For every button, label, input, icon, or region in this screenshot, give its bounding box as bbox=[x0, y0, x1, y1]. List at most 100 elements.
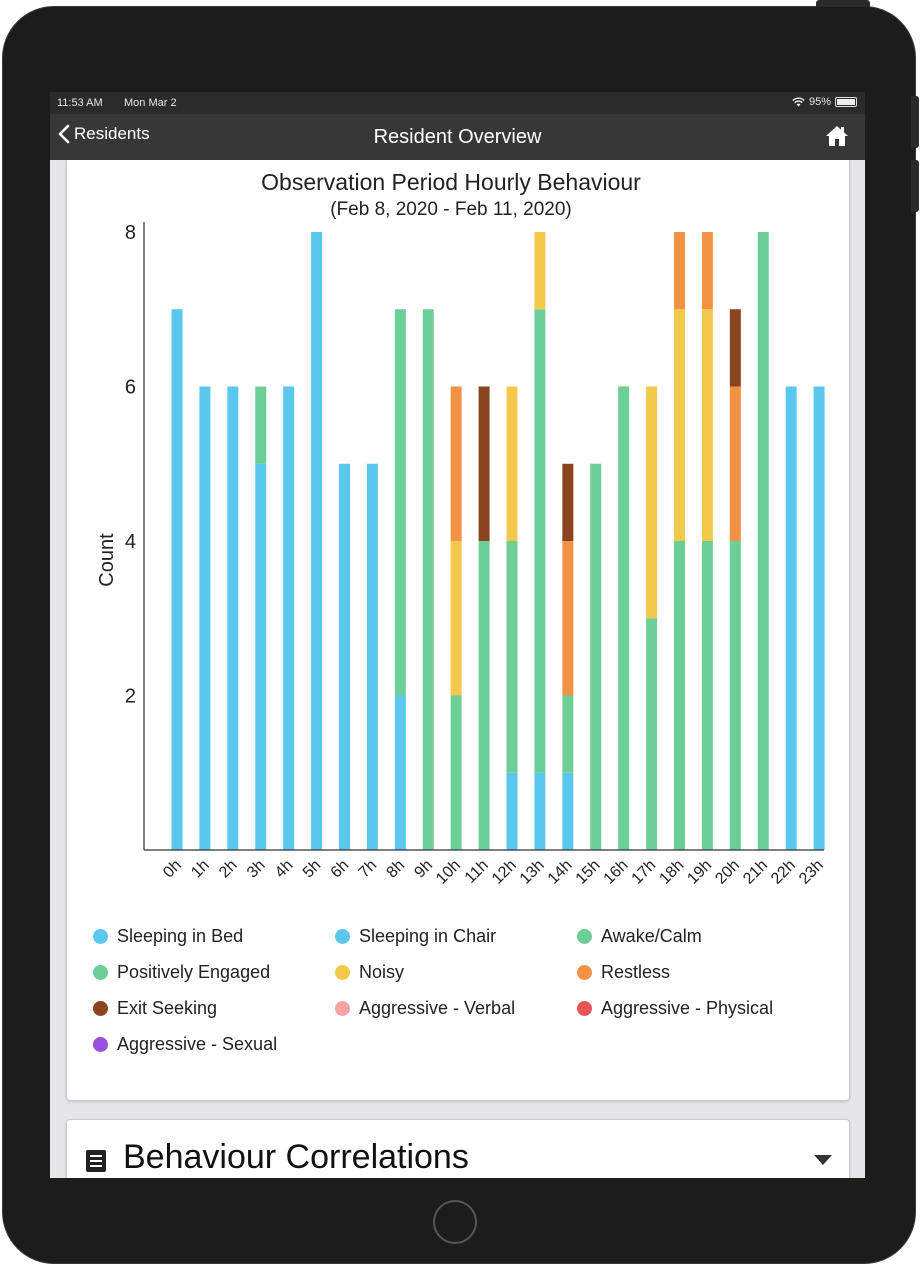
home-icon[interactable] bbox=[825, 124, 849, 148]
x-ticks-group: 0h 1h 2h 3h 4h 5h 6h 7h 8h 9h10h11h12h13h14h15h16… bbox=[160, 857, 827, 888]
page-title: Resident Overview bbox=[373, 126, 542, 148]
x-tick-label: 9h bbox=[411, 857, 436, 882]
list-icon bbox=[86, 1150, 106, 1172]
x-tick-label: 22h bbox=[768, 857, 799, 888]
legend-dot-icon bbox=[93, 1037, 108, 1052]
x-tick-label: 1h bbox=[188, 857, 213, 882]
x-tick-label: 6h bbox=[328, 857, 353, 882]
caret-down-icon[interactable] bbox=[813, 1154, 833, 1166]
bar-21h-series-3 bbox=[757, 232, 769, 387]
bar-1h-series-0 bbox=[199, 386, 211, 850]
wifi-icon bbox=[792, 97, 805, 107]
chevron-left-icon bbox=[58, 124, 70, 144]
legend-label: Sleeping in Bed bbox=[117, 926, 244, 946]
bar-18h-series-4 bbox=[674, 309, 685, 541]
x-tick-label: 2h bbox=[216, 857, 241, 882]
device-home-button bbox=[433, 1200, 477, 1244]
legend-item[interactable]: Sleeping in Bed bbox=[93, 926, 243, 947]
x-tick-label: 10h bbox=[433, 857, 464, 888]
legend-label: Awake/Calm bbox=[601, 926, 702, 946]
y-tick-label: 6 bbox=[125, 377, 136, 399]
bar-21h-series-2 bbox=[757, 386, 769, 850]
y-tick-label: 4 bbox=[125, 531, 136, 553]
x-tick-label: 14h bbox=[545, 857, 576, 888]
bar-10h-series-2 bbox=[450, 695, 462, 850]
x-tick-label: 5h bbox=[300, 857, 325, 882]
x-tick-label: 15h bbox=[573, 857, 604, 888]
bar-20h-series-2 bbox=[729, 541, 741, 850]
legend-item[interactable]: Aggressive - Sexual bbox=[93, 1034, 277, 1055]
x-tick-label: 12h bbox=[489, 857, 520, 888]
legend-item[interactable]: Aggressive - Verbal bbox=[335, 998, 515, 1019]
bar-12h-series-4 bbox=[506, 386, 518, 541]
bar-2h-series-0 bbox=[227, 386, 239, 850]
y-tick-label: 8 bbox=[125, 222, 136, 244]
bar-4h-series-0 bbox=[283, 386, 295, 850]
battery-icon bbox=[835, 97, 857, 107]
legend-item[interactable]: Positively Engaged bbox=[93, 962, 270, 983]
bar-9h-series-2 bbox=[422, 386, 434, 850]
x-tick-label: 23h bbox=[796, 857, 827, 888]
back-button[interactable]: Residents bbox=[58, 124, 150, 144]
bar-23h-series-0 bbox=[813, 386, 825, 850]
volume-down-button bbox=[911, 160, 919, 212]
bar-22h-series-0 bbox=[785, 386, 797, 850]
bar-11h-series-6 bbox=[478, 386, 490, 541]
legend-label: Aggressive - Sexual bbox=[117, 1034, 278, 1054]
x-tick-label: 0h bbox=[160, 857, 185, 882]
legend-item[interactable]: Aggressive - Physical bbox=[577, 998, 773, 1019]
bar-3h-series-2 bbox=[255, 386, 267, 464]
chart-title: Observation Period Hourly Behaviour bbox=[261, 169, 641, 195]
legend-label: Aggressive - Physical bbox=[601, 998, 774, 1018]
x-tick-label: 20h bbox=[712, 857, 743, 888]
bar-19h-series-5 bbox=[701, 232, 713, 310]
legend-dot-icon bbox=[335, 929, 350, 944]
bar-5h-series-0 bbox=[311, 232, 323, 850]
legend-item[interactable]: Noisy bbox=[335, 962, 404, 983]
bar-20h-series-5 bbox=[729, 386, 741, 541]
legend-item[interactable]: Sleeping in Chair bbox=[335, 926, 496, 947]
x-tick-label: 18h bbox=[656, 857, 687, 888]
legend-label: Positively Engaged bbox=[117, 962, 271, 982]
y-ticks-group: 2 4 6 8 bbox=[125, 222, 136, 708]
chart-subtitle: (Feb 8, 2020 - Feb 11, 2020) bbox=[330, 199, 572, 220]
back-label: Residents bbox=[74, 124, 150, 143]
bar-12h-series-0 bbox=[506, 772, 518, 850]
bars-group bbox=[171, 232, 825, 850]
bar-10h-series-4 bbox=[450, 541, 462, 696]
volume-up-button bbox=[911, 96, 919, 148]
x-tick-label: 16h bbox=[601, 857, 632, 888]
legend-dot-icon bbox=[577, 1001, 592, 1016]
bar-17h-series-4 bbox=[646, 386, 658, 619]
legend-item[interactable]: Exit Seeking bbox=[93, 998, 217, 1019]
legend-label: Noisy bbox=[359, 962, 405, 982]
legend-dot-icon bbox=[335, 965, 350, 980]
legend-label: Aggressive - Verbal bbox=[359, 998, 516, 1018]
bar-17h-series-2 bbox=[646, 618, 658, 850]
y-axis-label: Count bbox=[96, 533, 118, 587]
legend-label: Exit Seeking bbox=[117, 998, 218, 1018]
bar-14h-series-2 bbox=[562, 695, 574, 773]
hourly-behaviour-card: Observation Period Hourly Behaviour (Feb… bbox=[66, 160, 850, 1101]
x-tick-label: 13h bbox=[517, 857, 548, 888]
status-time: 11:53 AM bbox=[57, 97, 103, 109]
x-tick-label: 19h bbox=[684, 857, 715, 888]
bar-19h-series-2 bbox=[701, 541, 713, 850]
bar-18h-series-2 bbox=[674, 541, 685, 850]
bar-18h-series-5 bbox=[674, 232, 685, 310]
bar-13h-series-0 bbox=[534, 772, 546, 850]
legend-item[interactable]: Awake/Calm bbox=[577, 926, 702, 947]
power-button bbox=[816, 0, 870, 7]
bar-14h-series-5 bbox=[562, 541, 574, 696]
x-tick-label: 17h bbox=[629, 857, 660, 888]
status-bar: 11:53 AM Mon Mar 2 95% bbox=[50, 92, 865, 114]
bar-14h-series-6 bbox=[562, 463, 574, 541]
behaviour-correlations-card[interactable]: Behaviour Correlations bbox=[66, 1119, 850, 1178]
bar-8h-series-2 bbox=[394, 386, 406, 696]
legend-item[interactable]: Restless bbox=[577, 962, 670, 983]
y-tick-label: 2 bbox=[125, 686, 136, 708]
legend-label: Restless bbox=[601, 962, 671, 982]
status-date: Mon Mar 2 bbox=[124, 97, 177, 109]
bar-3h-series-0 bbox=[255, 463, 267, 850]
bar-13h-series-4 bbox=[534, 232, 546, 310]
